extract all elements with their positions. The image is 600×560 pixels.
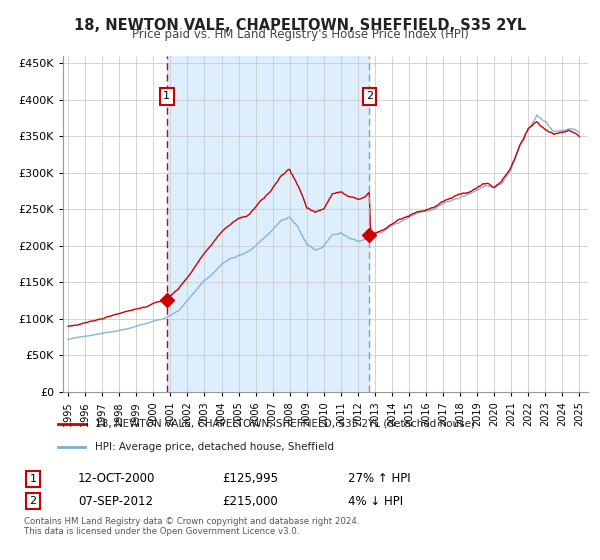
Text: HPI: Average price, detached house, Sheffield: HPI: Average price, detached house, Shef… [95, 442, 334, 452]
Text: 27% ↑ HPI: 27% ↑ HPI [348, 472, 410, 486]
Text: £125,995: £125,995 [222, 472, 278, 486]
Text: Price paid vs. HM Land Registry's House Price Index (HPI): Price paid vs. HM Land Registry's House … [131, 28, 469, 41]
Text: £215,000: £215,000 [222, 494, 278, 508]
Bar [167, 56, 370, 392]
Text: 2: 2 [366, 91, 373, 101]
Text: This data is licensed under the Open Government Licence v3.0.: This data is licensed under the Open Gov… [24, 528, 299, 536]
Text: 18, NEWTON VALE, CHAPELTOWN, SHEFFIELD, S35 2YL: 18, NEWTON VALE, CHAPELTOWN, SHEFFIELD, … [74, 18, 526, 33]
Text: 12-OCT-2000: 12-OCT-2000 [78, 472, 155, 486]
Text: 1: 1 [163, 91, 170, 101]
Text: 2: 2 [29, 496, 37, 506]
Text: 18, NEWTON VALE, CHAPELTOWN, SHEFFIELD, S35 2YL (detached house): 18, NEWTON VALE, CHAPELTOWN, SHEFFIELD, … [95, 419, 475, 429]
Text: 1: 1 [29, 474, 37, 484]
Text: 07-SEP-2012: 07-SEP-2012 [78, 494, 153, 508]
Text: Contains HM Land Registry data © Crown copyright and database right 2024.: Contains HM Land Registry data © Crown c… [24, 517, 359, 526]
Text: 4% ↓ HPI: 4% ↓ HPI [348, 494, 403, 508]
